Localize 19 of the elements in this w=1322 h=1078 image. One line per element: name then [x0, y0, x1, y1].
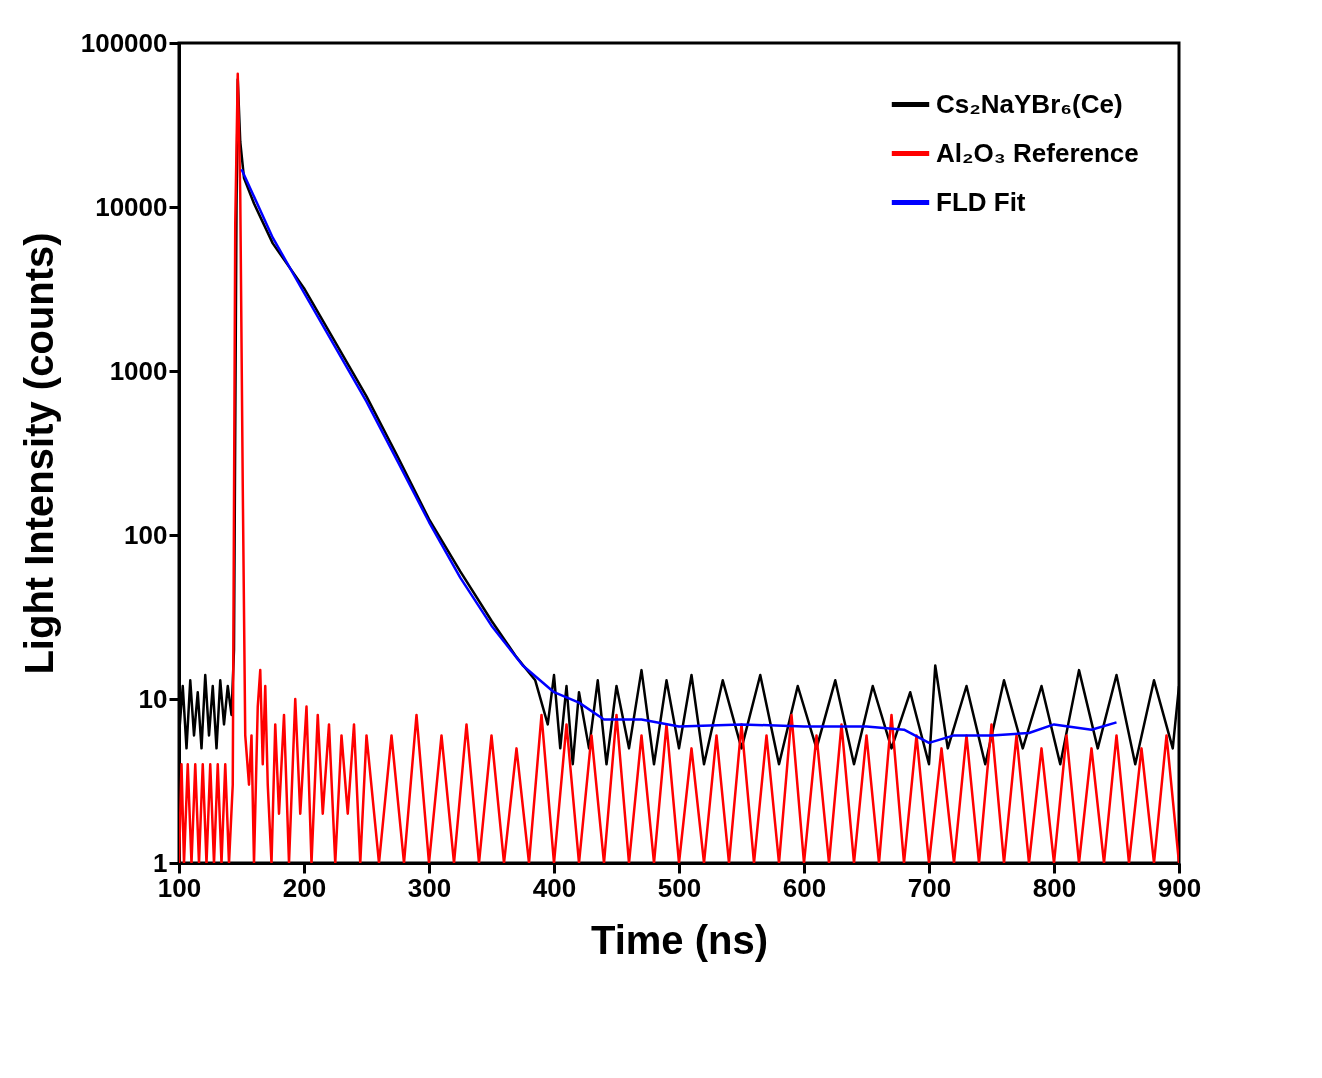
- legend-label: Al₂O₃ Reference: [936, 137, 1139, 168]
- line-series: [240, 167, 1118, 745]
- y-tick-label: 100: [124, 519, 168, 550]
- y-axis-title: Light Intensity (counts): [16, 232, 61, 675]
- y-tick-label: 100000: [80, 27, 168, 58]
- x-tick-label: 200: [282, 872, 327, 903]
- x-tick-label: 600: [782, 872, 827, 903]
- x-tick-label: 500: [657, 872, 702, 903]
- legend-label: Cs₂NaYBr₆(Ce): [936, 88, 1123, 119]
- x-tick-label: 300: [407, 872, 452, 903]
- x-tick-label: 800: [1032, 872, 1077, 903]
- y-tick-label: 10000: [95, 191, 168, 222]
- legend-label: FLD Fit: [936, 186, 1026, 217]
- y-tick-label: 10: [138, 683, 168, 714]
- x-tick-label: 700: [907, 872, 952, 903]
- x-tick-label: 900: [1157, 872, 1202, 903]
- x-axis-title: Time (ns): [590, 917, 769, 962]
- y-tick-label: 1000: [109, 355, 168, 386]
- x-tick-label: 400: [532, 872, 577, 903]
